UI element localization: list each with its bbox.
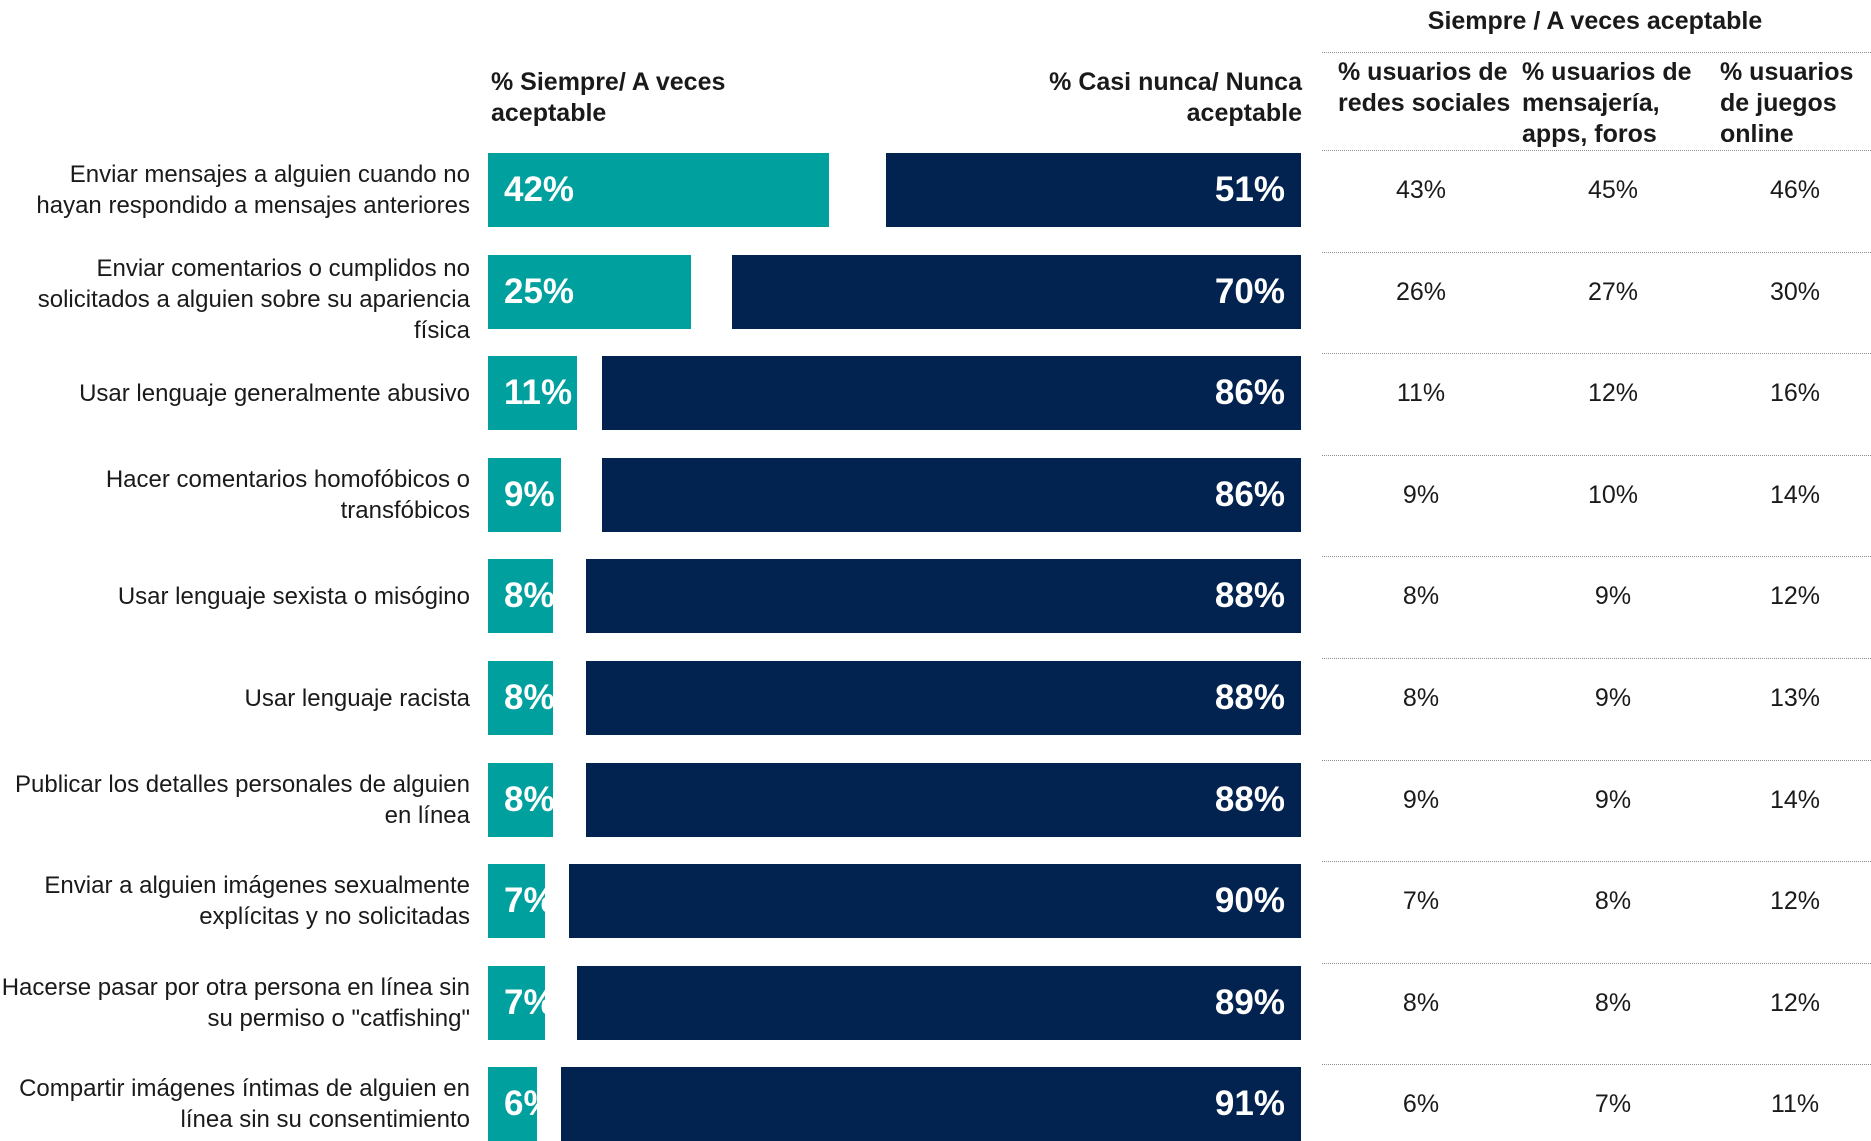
accept-bar	[488, 153, 830, 227]
table-row-divider	[1322, 150, 1871, 151]
reject-value-label: 89%	[1214, 982, 1285, 1022]
category-label: Hacerse pasar por otra persona en línea …	[1, 974, 470, 1032]
table-cell: 45%	[1587, 176, 1639, 204]
category-label: Enviar a alguien imágenes sexualmente ex…	[44, 872, 470, 930]
accept-bar	[488, 864, 545, 939]
table-cell: 14%	[1769, 480, 1821, 509]
category-label: Hacer comentarios homofóbicos o transfób…	[105, 466, 470, 524]
table-cell: 30%	[1769, 277, 1821, 306]
table-cell: 9%	[1402, 785, 1440, 814]
category-label: Publicar los detalles personales de algu…	[15, 771, 470, 829]
table-cell: 14%	[1769, 785, 1821, 814]
accept-value-label: 8%	[504, 779, 554, 819]
table-col-header-messaging: % usuarios de mensajería, apps, foros	[1522, 58, 1692, 148]
table-cell: 8%	[1594, 887, 1632, 916]
accept-value-label: 42%	[504, 170, 575, 209]
accept-value-label: 25%	[504, 271, 575, 311]
accept-value-label: 7%	[504, 881, 545, 921]
table-cell: 8%	[1402, 582, 1440, 611]
reject-value-label: 70%	[1214, 271, 1285, 311]
accept-header: % Siempre/ A veces aceptable	[491, 68, 726, 127]
table-row-divider	[1322, 353, 1871, 354]
reject-value-label: 90%	[1214, 881, 1285, 921]
reject-value-label: 51%	[1214, 170, 1285, 209]
reject-value-label: 86%	[1214, 474, 1285, 514]
accept-bar	[488, 356, 578, 431]
accept-value-label: 8%	[504, 576, 554, 616]
table-col-header-gaming: % usuarios de juegos online	[1720, 58, 1854, 148]
accept-value-label: 11%	[504, 373, 573, 413]
reject-bar	[561, 1067, 1301, 1141]
accept-value-label: 6%	[504, 1084, 537, 1124]
table-cell: 46%	[1769, 176, 1821, 204]
table-cell: 12%	[1769, 887, 1821, 916]
table-cell: 43%	[1395, 176, 1447, 204]
reject-value-label: 88%	[1214, 678, 1285, 717]
table-cell: 27%	[1587, 277, 1639, 306]
table-row-divider	[1322, 1064, 1871, 1065]
accept-value-label: 9%	[504, 474, 555, 514]
table-cell: 9%	[1594, 582, 1632, 611]
accept-bar	[488, 559, 554, 634]
table-row-divider	[1322, 252, 1871, 253]
table-cell: 12%	[1587, 379, 1639, 408]
category-label: Compartir imágenes íntimas de alguien en…	[19, 1075, 470, 1133]
category-label: Enviar comentarios o cumplidos no solici…	[37, 255, 470, 344]
reject-bar	[886, 153, 1301, 227]
table-cell: 12%	[1769, 988, 1821, 1017]
accept-bar	[488, 661, 554, 735]
accept-bar	[488, 254, 692, 329]
reject-bar	[569, 864, 1301, 939]
table-cell: 7%	[1594, 1090, 1632, 1119]
reject-bar	[585, 661, 1301, 735]
table-cell: 10%	[1587, 480, 1639, 509]
table-cell: 9%	[1594, 684, 1632, 712]
table-row-divider	[1322, 760, 1871, 761]
reject-value-label: 88%	[1214, 779, 1285, 819]
table-cell: 12%	[1769, 582, 1821, 611]
accept-value-label: 7%	[504, 982, 545, 1022]
category-label: Usar lenguaje generalmente abusivo	[79, 380, 470, 407]
reject-header: % Casi nunca/ Nunca aceptable	[1049, 68, 1302, 127]
table-col-header-social: % usuarios de redes sociales	[1338, 58, 1511, 117]
category-label: Usar lenguaje sexista o misógino	[117, 583, 470, 610]
accept-bar	[488, 1067, 537, 1141]
table-cell: 9%	[1402, 480, 1440, 509]
table-row-divider	[1322, 556, 1871, 557]
table-cell: 9%	[1594, 785, 1632, 814]
table-cell: 8%	[1402, 988, 1440, 1017]
table-header-divider	[1322, 52, 1871, 53]
accept-value-label: 8%	[504, 678, 554, 717]
table-row-divider	[1322, 861, 1871, 862]
table-cell: 16%	[1769, 379, 1821, 408]
table-row-divider	[1322, 658, 1871, 659]
reject-bar	[601, 356, 1301, 431]
reject-bar	[731, 254, 1301, 329]
table-title: Siempre / A veces aceptable	[1427, 7, 1763, 35]
table-cell: 6%	[1402, 1090, 1440, 1119]
accept-bar	[488, 457, 562, 532]
table-cell: 13%	[1769, 684, 1821, 712]
table-cell: 8%	[1594, 988, 1632, 1017]
category-label: Usar lenguaje racista	[244, 685, 470, 712]
reject-value-label: 88%	[1214, 576, 1285, 616]
reject-bar	[585, 559, 1301, 634]
reject-bar	[601, 457, 1301, 532]
table-row-divider	[1322, 963, 1871, 964]
reject-value-label: 86%	[1214, 373, 1285, 413]
reject-value-label: 91%	[1214, 1084, 1285, 1124]
accept-bar	[488, 965, 545, 1040]
table-cell: 8%	[1402, 684, 1440, 712]
category-label: Enviar mensajes a alguien cuando no haya…	[36, 161, 470, 219]
table-cell: 11%	[1770, 1090, 1820, 1119]
table-cell: 26%	[1395, 277, 1447, 306]
table-row-divider	[1322, 455, 1871, 456]
reject-bar	[577, 965, 1301, 1040]
accept-bar	[488, 762, 554, 837]
table-cell: 11%	[1396, 379, 1446, 408]
reject-bar	[585, 762, 1301, 837]
table-cell: 7%	[1402, 887, 1440, 916]
